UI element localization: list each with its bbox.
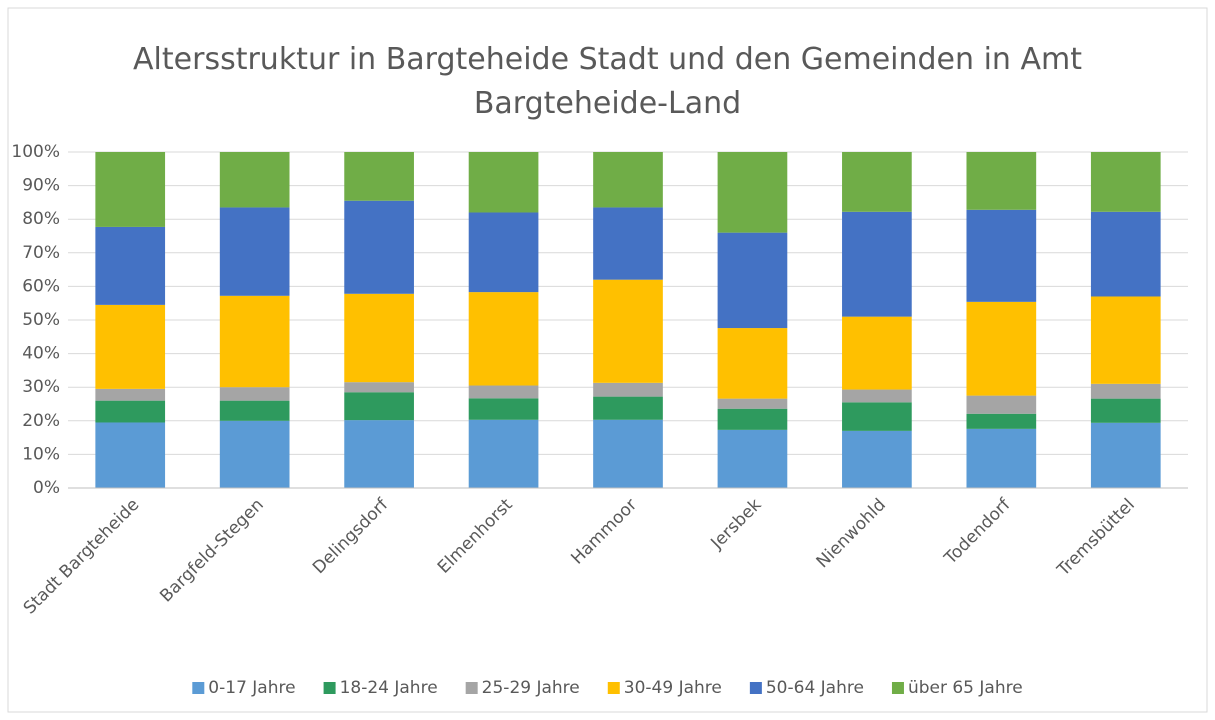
- bar-segment: [95, 226, 166, 305]
- bar-segment: [344, 392, 414, 421]
- bar-segment: [344, 382, 414, 393]
- legend-swatch: [323, 682, 336, 694]
- legend-swatch: [749, 682, 762, 694]
- legend-swatch: [891, 682, 904, 694]
- bar-segment: [219, 207, 290, 296]
- y-tick-label: 70%: [22, 243, 60, 263]
- bar-segment: [842, 152, 912, 212]
- legend-label: über 65 Jahre: [908, 678, 1023, 698]
- bar-segment: [966, 152, 1037, 210]
- bar-segment: [593, 152, 663, 208]
- bar-segment: [966, 395, 1037, 414]
- bar-segment: [95, 388, 166, 401]
- bar-segment: [717, 398, 788, 409]
- bar-segment: [593, 382, 663, 397]
- bar-segment: [717, 408, 788, 430]
- bar-segment: [593, 396, 663, 420]
- legend-label: 25-29 Jahre: [482, 678, 580, 698]
- legend-label: 30-49 Jahre: [624, 678, 722, 698]
- bar-segment: [593, 419, 663, 488]
- bar-segment: [842, 389, 912, 403]
- y-tick-label: 90%: [22, 176, 60, 196]
- y-tick-label: 10%: [22, 444, 60, 464]
- bar-segment: [842, 211, 912, 317]
- bar-segment: [344, 200, 414, 294]
- bar-segment: [95, 304, 166, 389]
- bar-segment: [95, 422, 166, 488]
- legend-swatch: [465, 682, 478, 694]
- bar-segment: [219, 400, 290, 421]
- bar-segment: [468, 292, 539, 386]
- bar-segment: [593, 279, 663, 383]
- bar-segment: [344, 152, 414, 201]
- bar-segment: [219, 152, 290, 208]
- bar-segment: [1090, 383, 1161, 399]
- bar-segment: [468, 212, 539, 293]
- y-tick-label: 30%: [22, 377, 60, 397]
- y-tick-label: 20%: [22, 411, 60, 431]
- bar-segment: [468, 419, 539, 488]
- bar-segment: [966, 413, 1037, 429]
- bar-segment: [1090, 211, 1161, 297]
- bar-segment: [717, 232, 788, 329]
- bar-segment: [1090, 398, 1161, 423]
- bar-segment: [717, 429, 788, 488]
- y-tick-label: 40%: [22, 344, 60, 364]
- bar-segment: [468, 398, 539, 420]
- bar-segment: [468, 385, 539, 399]
- legend-label: 18-24 Jahre: [340, 678, 438, 698]
- bar-segment: [842, 316, 912, 390]
- bar-segment: [219, 387, 290, 401]
- bar-segment: [1090, 152, 1161, 212]
- legend-label: 0-17 Jahre: [208, 678, 295, 698]
- bar-segment: [95, 400, 166, 423]
- bar-segment: [468, 152, 539, 213]
- y-tick-label: 60%: [22, 276, 60, 296]
- bar-segment: [344, 293, 414, 383]
- bar-segment: [966, 209, 1037, 302]
- bar-segment: [966, 301, 1037, 396]
- y-tick-label: 50%: [22, 310, 60, 330]
- bar-segment: [344, 420, 414, 488]
- y-tick-label: 100%: [11, 142, 60, 162]
- legend-swatch: [607, 682, 620, 694]
- bar-segment: [842, 430, 912, 488]
- y-tick-label: 0%: [33, 478, 60, 498]
- bar-segment: [593, 207, 663, 280]
- legend-swatch: [192, 682, 205, 694]
- bar-segment: [219, 420, 290, 488]
- bar-segment: [219, 295, 290, 388]
- bar-segment: [717, 152, 788, 233]
- y-tick-label: 80%: [22, 209, 60, 229]
- legend-label: 50-64 Jahre: [766, 678, 864, 698]
- bar-segment: [95, 152, 166, 227]
- bar-segment: [1090, 296, 1161, 384]
- bar-segment: [717, 328, 788, 399]
- legend: 0-17 Jahre 18-24 Jahre 25-29 Jahre 30-49 Ja…: [192, 678, 1023, 698]
- bar-segment: [966, 428, 1037, 488]
- bar-segment: [1090, 422, 1161, 488]
- bar-segment: [842, 402, 912, 431]
- chart-title: Altersstruktur in Bargteheide Stadt und …: [133, 42, 1082, 121]
